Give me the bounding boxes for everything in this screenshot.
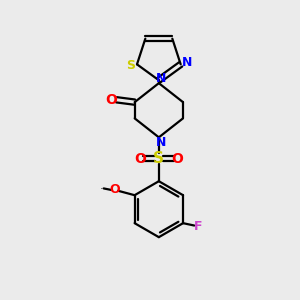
Text: methoxy: methoxy bbox=[100, 188, 107, 189]
Text: O: O bbox=[134, 152, 146, 166]
Text: N: N bbox=[155, 136, 166, 149]
Text: S: S bbox=[126, 59, 135, 72]
Text: N: N bbox=[182, 56, 192, 69]
Text: O: O bbox=[105, 93, 117, 107]
Text: N: N bbox=[155, 72, 166, 85]
Text: S: S bbox=[153, 151, 164, 166]
Text: O: O bbox=[172, 152, 184, 166]
Text: F: F bbox=[194, 220, 202, 232]
Text: O: O bbox=[109, 183, 120, 196]
